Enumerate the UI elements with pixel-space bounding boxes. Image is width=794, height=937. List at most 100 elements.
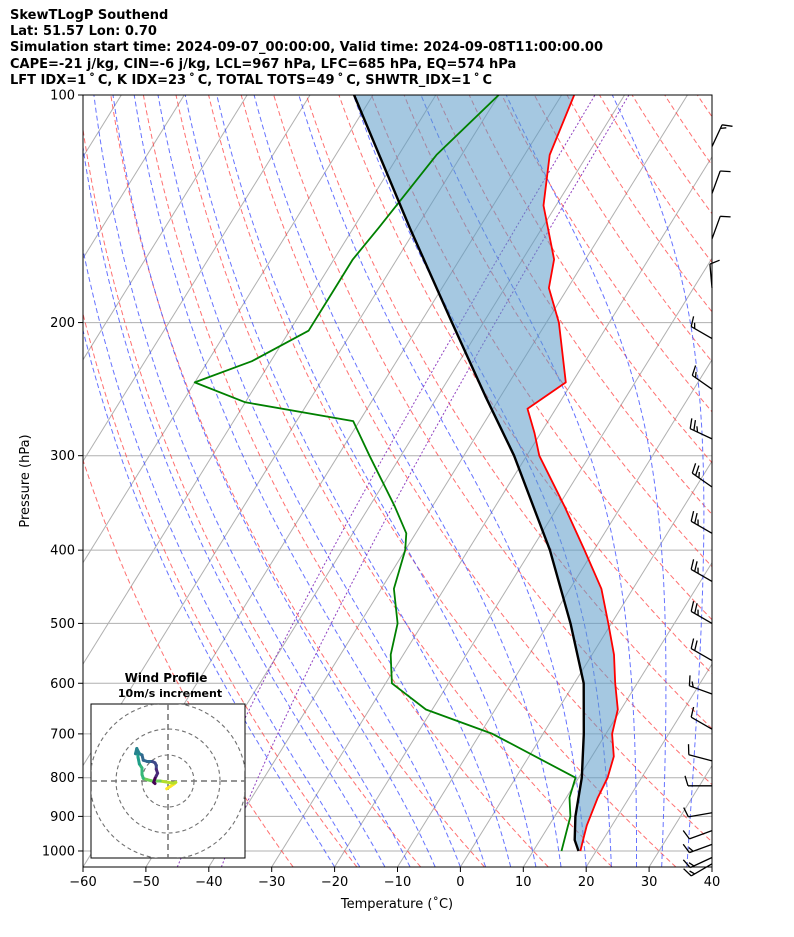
x-tick-label: 20 bbox=[578, 875, 595, 890]
stability-indices-cape: CAPE=-21 j/kg, CIN=-6 j/kg, LCL=967 hPa,… bbox=[10, 57, 517, 72]
parcel-profile-line bbox=[352, 95, 585, 852]
wind-barb bbox=[688, 675, 713, 695]
y-tick-label: 100 bbox=[50, 89, 75, 104]
isotherm-line bbox=[711, 866, 712, 867]
wind-barb-flag bbox=[691, 463, 697, 474]
dry-adiabat-line bbox=[83, 126, 422, 867]
wind-barb-staff bbox=[689, 830, 713, 840]
dry-adiabat-line bbox=[468, 95, 712, 464]
isotherm-line bbox=[83, 95, 311, 463]
moist-adiabat-line bbox=[133, 95, 461, 867]
wind-barb bbox=[683, 807, 713, 818]
wind-barb-flag bbox=[689, 418, 693, 429]
y-tick-label: 600 bbox=[50, 677, 75, 692]
wind-barb-flag bbox=[688, 675, 691, 686]
wind-barb-staff bbox=[690, 520, 713, 534]
dry-adiabat-line bbox=[142, 95, 549, 867]
wind-barb-flag bbox=[690, 706, 695, 718]
stability-indices-lift: LFT IDX=1 ˚ C, K IDX=23 ˚ C, TOTAL TOTS=… bbox=[10, 73, 493, 88]
y-tick-label: 1000 bbox=[42, 844, 75, 859]
moist-adiabat-line bbox=[420, 95, 637, 867]
x-tick-label: −20 bbox=[321, 875, 348, 890]
dry-adiabat-line bbox=[501, 95, 712, 413]
y-axis-label: Pressure (hPa) bbox=[18, 434, 33, 527]
dry-adiabat-line bbox=[403, 95, 712, 568]
wind-barb-staff bbox=[689, 428, 713, 440]
moist-adiabat-line bbox=[157, 95, 487, 867]
y-tick-label: 200 bbox=[50, 316, 75, 331]
wind-barb-flag bbox=[696, 426, 699, 433]
wind-barb-staff bbox=[690, 610, 713, 624]
wind-barb bbox=[690, 601, 713, 624]
dry-adiabat-line bbox=[338, 95, 712, 675]
wind-barb-flag bbox=[694, 465, 700, 476]
dry-adiabat-line bbox=[305, 95, 712, 730]
wind-barb bbox=[690, 706, 713, 730]
moist-adiabat-line bbox=[298, 95, 587, 867]
wind-barb-flag bbox=[682, 859, 691, 869]
wind-barb-flag bbox=[682, 830, 690, 840]
dry-adiabat-line bbox=[599, 95, 712, 264]
wind-barb-flag bbox=[720, 170, 731, 173]
x-tick-label: −60 bbox=[69, 875, 96, 890]
wind-barb-flag bbox=[709, 259, 720, 265]
wind-barb-staff bbox=[691, 374, 713, 390]
wind-barb-flag bbox=[683, 807, 689, 818]
wind-barb-flag bbox=[691, 365, 697, 376]
cape-cin-shading bbox=[354, 95, 618, 851]
wind-barb bbox=[711, 170, 731, 194]
wind-barb-flag bbox=[690, 638, 695, 649]
wind-barb bbox=[690, 559, 713, 583]
wind-barb-flag bbox=[688, 846, 694, 852]
x-tick-label: 10 bbox=[515, 875, 532, 890]
moist-adiabat-line bbox=[83, 328, 336, 867]
wind-barb-flag bbox=[693, 420, 697, 431]
dry-adiabat-line bbox=[664, 95, 712, 166]
isotherm-line bbox=[83, 95, 185, 260]
moist-adiabat-line bbox=[93, 95, 411, 867]
moist-adiabat-line bbox=[711, 861, 712, 867]
wind-barb-flag bbox=[691, 681, 694, 688]
isotherm-line bbox=[271, 155, 712, 867]
wind-barb-flag bbox=[694, 512, 698, 524]
y-tick-label: 700 bbox=[50, 727, 75, 742]
y-tick-label: 900 bbox=[50, 810, 75, 825]
wind-barb-staff bbox=[688, 754, 713, 762]
wind-barb-flag bbox=[690, 601, 695, 612]
wind-barb bbox=[682, 830, 713, 840]
wind-barb-flag bbox=[720, 127, 727, 130]
isotherm-line bbox=[208, 95, 688, 867]
wind-barb-flag bbox=[690, 559, 695, 570]
wind-barb bbox=[684, 775, 713, 787]
dry-adiabat-line bbox=[371, 95, 712, 621]
wind-barb-flag bbox=[720, 215, 731, 218]
wind-barb bbox=[691, 365, 713, 390]
isotherm-line bbox=[648, 764, 712, 867]
wind-barb bbox=[683, 863, 713, 877]
wind-barb-staff bbox=[690, 568, 713, 583]
wind-barb-flag bbox=[688, 862, 695, 867]
wind-barb-flag bbox=[694, 640, 698, 651]
wind-barb-flag bbox=[684, 775, 689, 786]
moist-adiabat-line bbox=[253, 95, 562, 867]
isotherm-line bbox=[83, 95, 437, 666]
hodograph-subtitle: 10m/s increment bbox=[118, 687, 222, 700]
wind-barb bbox=[690, 316, 713, 340]
moist-adiabat-line bbox=[184, 95, 512, 867]
wind-barb-staff bbox=[709, 264, 713, 289]
dry-adiabat-line bbox=[175, 95, 613, 867]
wind-barb-staff bbox=[711, 170, 721, 194]
y-tick-label: 800 bbox=[50, 771, 75, 786]
wind-barb bbox=[691, 463, 713, 488]
moist-adiabat-line bbox=[216, 95, 537, 867]
dry-adiabat-line bbox=[730, 95, 794, 867]
wind-barb-flag bbox=[690, 316, 695, 327]
wind-barb-flag bbox=[689, 870, 696, 875]
wind-barb-flag bbox=[694, 561, 698, 572]
x-tick-label: 30 bbox=[641, 875, 658, 890]
dry-adiabat-line bbox=[110, 95, 485, 867]
wind-barb bbox=[690, 510, 713, 534]
x-axis-label: Temperature (˚C) bbox=[340, 896, 453, 912]
mixing-ratio-line bbox=[176, 95, 596, 867]
